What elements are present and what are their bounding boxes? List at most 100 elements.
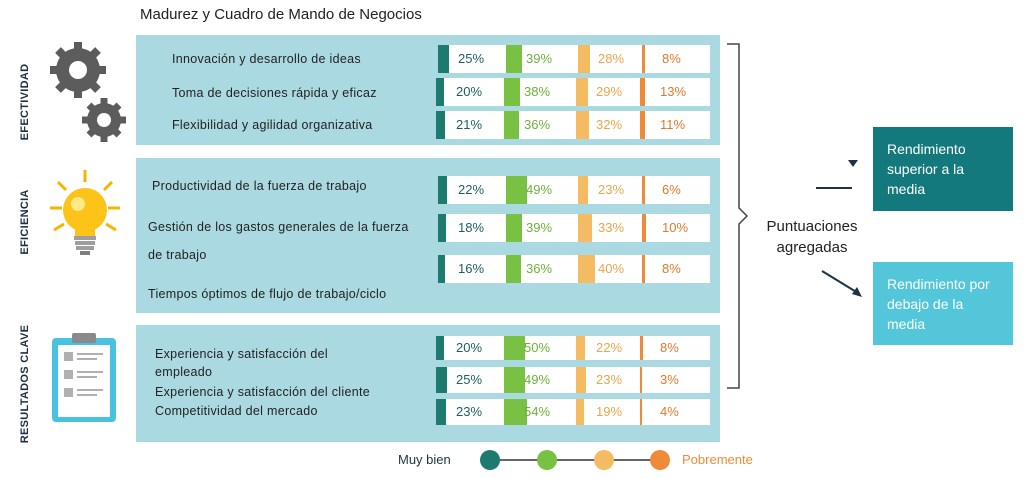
bar-muy-bien [438, 255, 445, 283]
bar-bien [504, 367, 525, 393]
bar-strip: 16% 36% 40% 8% [438, 255, 710, 283]
bar-value-label: 21% [456, 117, 483, 132]
arrow-down-icon [821, 270, 862, 297]
chart-title: Madurez y Cuadro de Mando de Negocios [140, 6, 422, 23]
bar-strip: 20% 50% 22% 8% [436, 336, 710, 360]
bar-muy-bien [438, 45, 449, 73]
bar-regular [576, 399, 584, 425]
bar-value-label: 6% [662, 182, 681, 197]
bar-value-label: 25% [458, 51, 485, 66]
clipboard-icon [52, 333, 116, 422]
bar-value-label: 39% [526, 51, 553, 66]
row-label: Tiempos óptimos de flujo de trabajo/cicl… [148, 287, 387, 301]
bar-value-label: 25% [456, 372, 483, 387]
arrow-up-icon [816, 160, 858, 189]
bar-bien [504, 111, 519, 139]
bar-strip: 20% 38% 29% 13% [436, 78, 710, 106]
bar-strip: 23% 54% 19% 4% [436, 399, 710, 425]
bar-muy-bien [438, 214, 446, 242]
legend-label-very-good: Muy bien [398, 452, 451, 467]
row-label: Toma de decisiones rápida y eficaz [172, 86, 377, 100]
bar-pobremente [642, 45, 645, 73]
bar-value-label: 23% [456, 404, 483, 419]
bar-value-label: 8% [660, 340, 679, 355]
bar-muy-bien [436, 78, 444, 106]
bar-value-label: 29% [596, 84, 623, 99]
bar-value-label: 40% [598, 261, 625, 276]
bar-value-label: 49% [526, 182, 553, 197]
bar-regular [578, 176, 588, 204]
bar-muy-bien [436, 336, 444, 360]
bar-bien [504, 336, 525, 360]
row-label: Flexibilidad y agilidad organizativa [172, 118, 373, 132]
row-label: Gestión de los gastos generales de la fu… [148, 220, 409, 262]
bar-regular [576, 78, 588, 106]
bar-value-label: 8% [662, 51, 681, 66]
bar-value-label: 33% [598, 220, 625, 235]
bar-value-label: 23% [598, 182, 625, 197]
bar-value-label: 20% [456, 340, 483, 355]
row-label: Competitividad del mercado [155, 404, 318, 418]
bar-value-label: 38% [524, 84, 551, 99]
bar-pobremente [640, 111, 645, 139]
bar-bien [506, 214, 522, 242]
bar-value-label: 39% [526, 220, 553, 235]
bar-strip: 22% 49% 23% 6% [438, 176, 710, 204]
section-label-eficiencia: EFICIENCIA [19, 189, 31, 255]
legend-scale [480, 450, 670, 470]
gears-icon [50, 42, 126, 142]
bar-regular [578, 214, 592, 242]
bar-value-label: 28% [598, 51, 625, 66]
row-label: Productividad de la fuerza de trabajo [152, 179, 367, 193]
bar-regular [578, 255, 595, 283]
bar-regular [576, 367, 586, 393]
bar-strip: 25% 49% 23% 3% [436, 367, 710, 393]
bar-muy-bien [436, 367, 447, 393]
legend-dot-good [537, 450, 557, 470]
bar-muy-bien [436, 111, 445, 139]
bar-value-label: 50% [524, 340, 551, 355]
bar-bien [506, 255, 521, 283]
bar-regular [576, 111, 589, 139]
bar-value-label: 3% [660, 372, 679, 387]
bar-value-label: 23% [596, 372, 623, 387]
row-label: Experiencia y satisfacción del cliente [155, 385, 370, 399]
bar-strip: 18% 39% 33% 10% [438, 214, 710, 242]
bar-value-label: 11% [660, 117, 686, 132]
bar-pobremente [642, 214, 646, 242]
bar-strip: 25% 39% 28% 8% [438, 45, 710, 73]
row-label: Experiencia y satisfacción del empleado [155, 347, 328, 379]
bar-pobremente [642, 255, 645, 283]
bar-pobremente [640, 367, 642, 393]
bar-bien [506, 176, 527, 204]
above-average-box: Rendimiento superior a la media [873, 127, 1013, 211]
bar-muy-bien [438, 176, 447, 204]
bar-bien [506, 45, 522, 73]
legend-dot-poor [650, 450, 670, 470]
section-label-efectividad: EFECTIVIDAD [19, 63, 31, 141]
lightbulb-icon [50, 170, 120, 255]
below-average-box: Rendimiento por debajo de la media [873, 262, 1013, 345]
bar-strip: 21% 36% 32% 11% [436, 111, 710, 139]
bar-value-label: 4% [660, 404, 679, 419]
bar-value-label: 10% [662, 220, 689, 235]
bar-value-label: 20% [456, 84, 483, 99]
bar-value-label: 32% [596, 117, 623, 132]
row-label: Innovación y desarrollo de ideas [172, 52, 361, 66]
bar-value-label: 18% [458, 220, 485, 235]
bar-value-label: 19% [596, 404, 623, 419]
bar-pobremente [642, 176, 645, 204]
bar-value-label: 36% [524, 117, 551, 132]
section-label-resultados: RESULTADOS CLAVE [19, 324, 31, 444]
bar-value-label: 13% [660, 84, 687, 99]
aggregate-label: Puntuaciones agregadas [766, 218, 858, 256]
bar-value-label: 16% [458, 261, 485, 276]
bar-value-label: 22% [596, 340, 623, 355]
legend-dot-fair [594, 450, 614, 470]
bar-regular [576, 336, 585, 360]
bar-muy-bien [436, 399, 446, 425]
bar-value-label: 36% [526, 261, 553, 276]
bar-bien [504, 399, 527, 425]
bar-value-label: 8% [662, 261, 681, 276]
bracket [727, 43, 749, 389]
